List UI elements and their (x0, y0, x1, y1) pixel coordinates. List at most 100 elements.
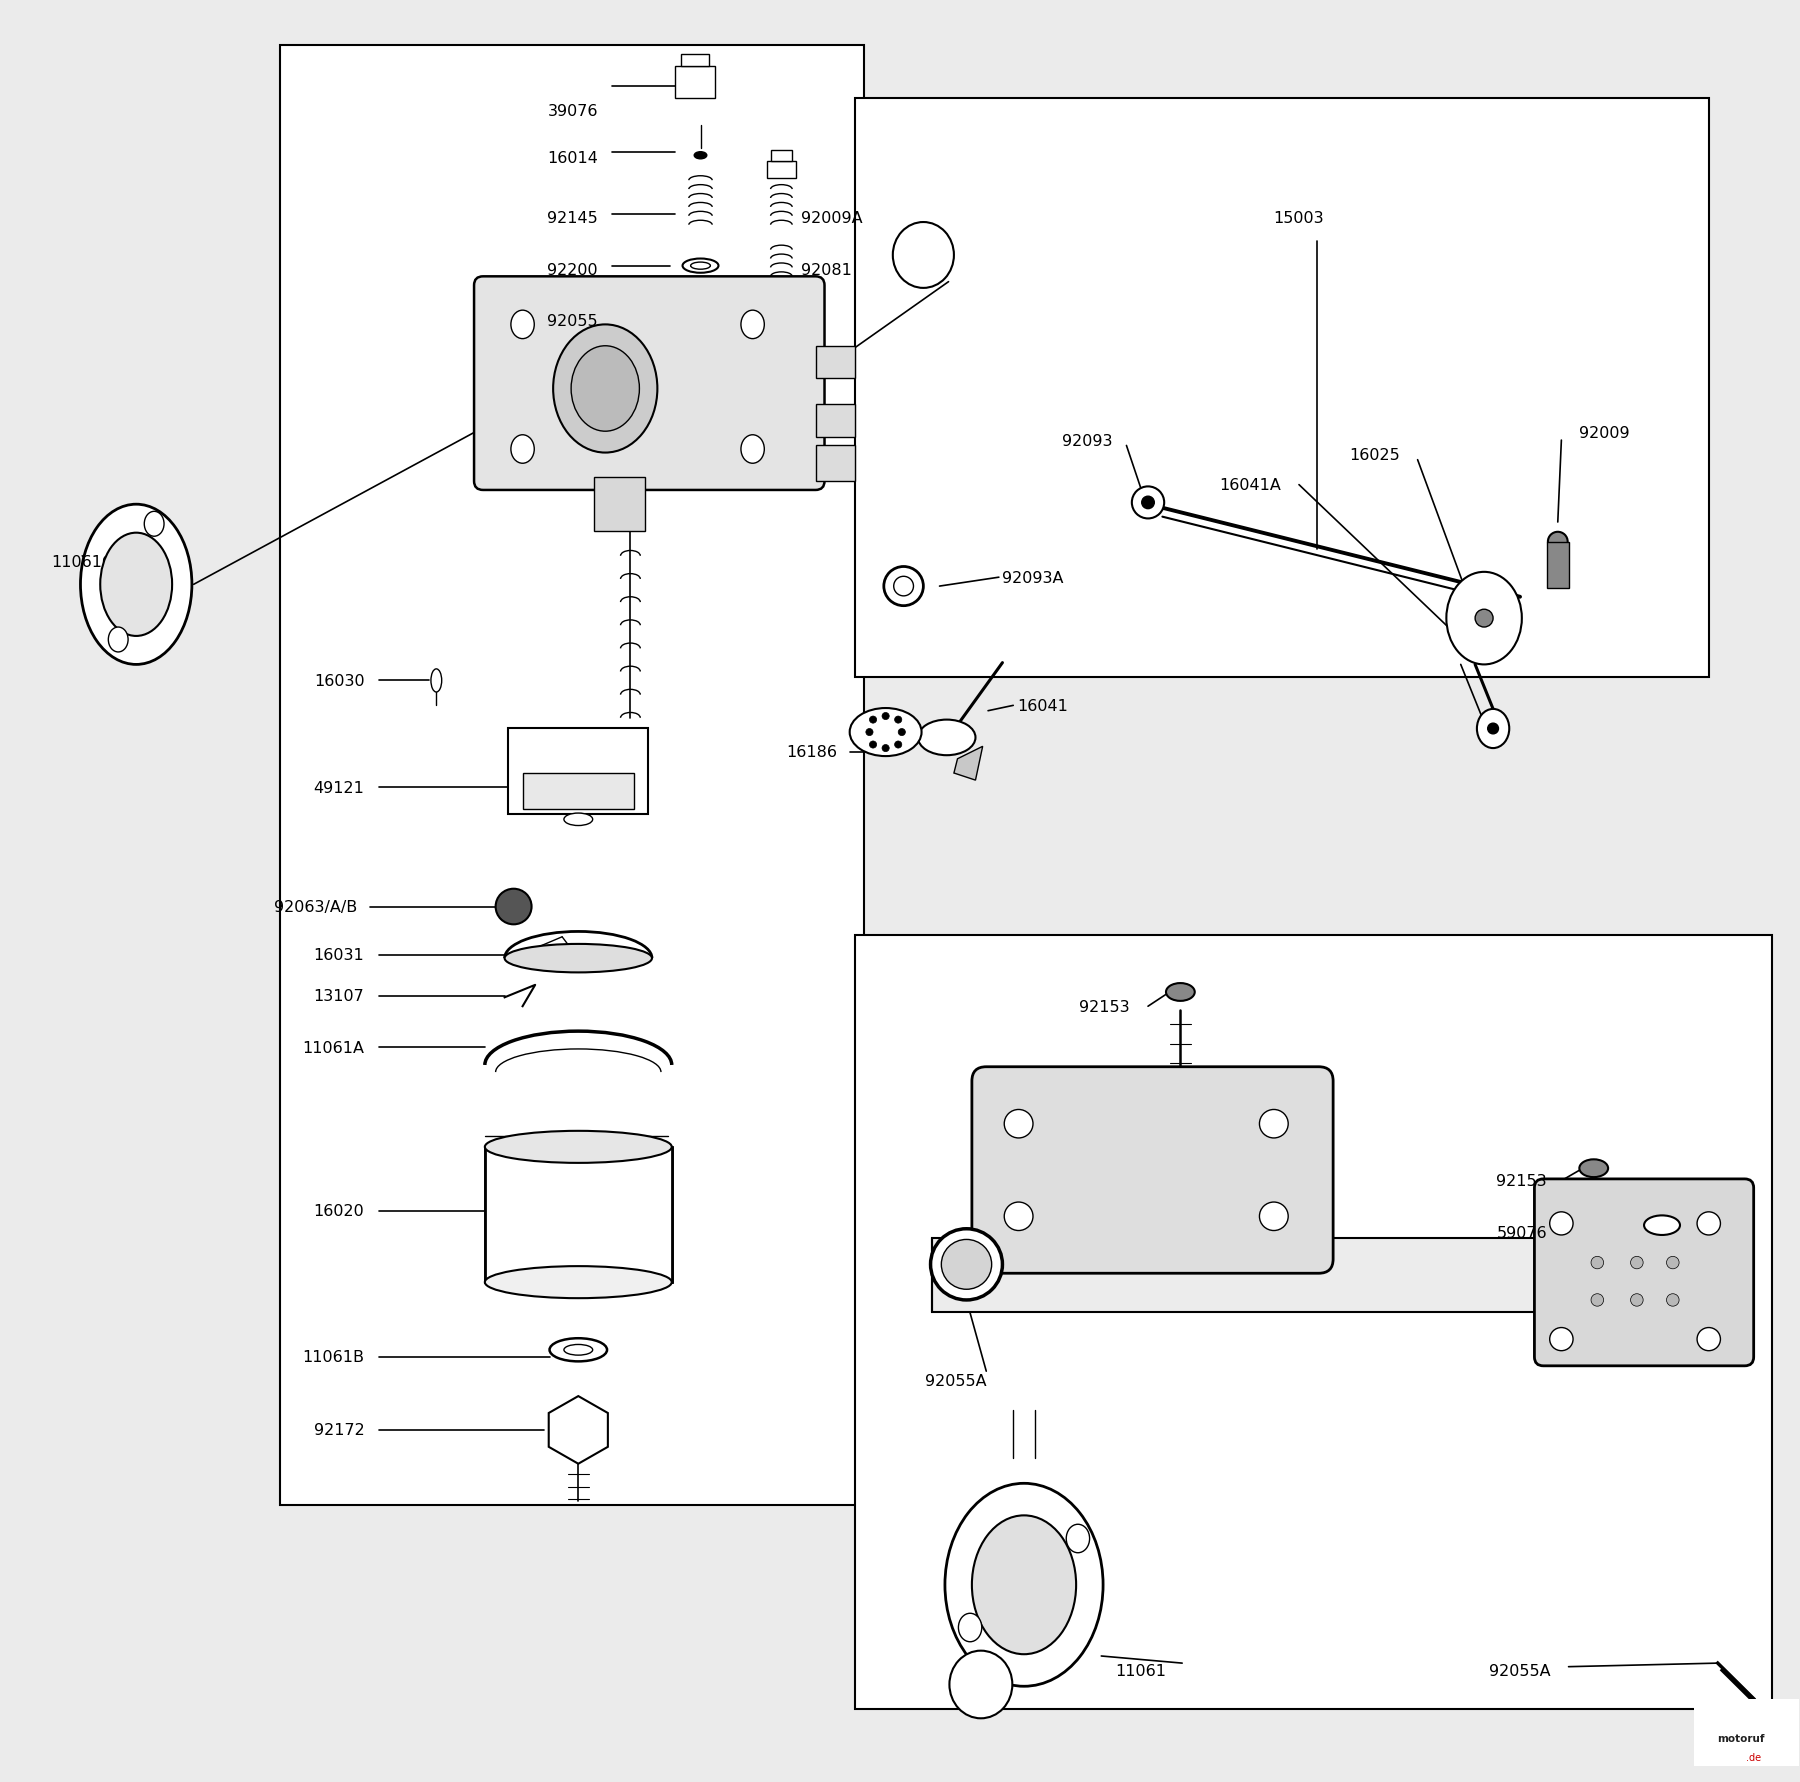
Bar (767, 162, 796, 180)
Text: 13107: 13107 (313, 989, 364, 1003)
Text: A: A (918, 248, 929, 264)
Ellipse shape (1591, 1294, 1604, 1306)
Text: 92081: 92081 (801, 262, 851, 278)
FancyBboxPatch shape (972, 1067, 1334, 1274)
Text: 92093A: 92093A (1003, 570, 1064, 584)
Text: .de: .de (1746, 1752, 1760, 1762)
Ellipse shape (108, 627, 128, 652)
Ellipse shape (972, 1515, 1076, 1654)
Ellipse shape (941, 1240, 992, 1290)
Text: 92009A: 92009A (801, 210, 862, 226)
Ellipse shape (1643, 1215, 1679, 1235)
Ellipse shape (918, 720, 976, 756)
Bar (1546, 542, 1568, 588)
Text: 16041A: 16041A (1219, 478, 1282, 494)
Text: 16014: 16014 (547, 150, 598, 166)
Text: 92145: 92145 (547, 210, 598, 226)
Bar (855, 936, 1771, 1709)
Text: motoruf: motoruf (1717, 1732, 1764, 1743)
Bar (815, 346, 855, 378)
Text: 11061A: 11061A (302, 1041, 364, 1055)
Ellipse shape (1004, 1203, 1033, 1231)
Ellipse shape (549, 1338, 607, 1361)
Ellipse shape (1631, 1294, 1643, 1306)
Ellipse shape (1550, 1212, 1573, 1235)
Ellipse shape (882, 713, 889, 720)
Ellipse shape (1579, 1160, 1607, 1178)
Bar (932, 1238, 1579, 1313)
Text: 16031: 16031 (313, 948, 364, 962)
Text: 39076: 39076 (547, 103, 598, 119)
Ellipse shape (1476, 609, 1492, 627)
Bar (281, 46, 864, 1504)
Ellipse shape (693, 315, 707, 321)
Ellipse shape (1667, 1256, 1679, 1269)
Text: 92055: 92055 (547, 314, 598, 330)
Ellipse shape (1548, 533, 1568, 552)
Text: 16020: 16020 (313, 1205, 364, 1219)
Ellipse shape (504, 944, 652, 973)
Ellipse shape (869, 716, 877, 723)
Ellipse shape (850, 709, 922, 757)
Ellipse shape (869, 741, 877, 748)
Text: 92153: 92153 (1496, 1174, 1546, 1189)
Bar (508, 729, 648, 814)
Text: A: A (976, 1677, 986, 1693)
Ellipse shape (571, 346, 639, 431)
Text: 92009: 92009 (1579, 426, 1631, 442)
Ellipse shape (511, 435, 535, 463)
Polygon shape (954, 747, 983, 781)
Ellipse shape (1132, 486, 1165, 519)
Ellipse shape (949, 1650, 1012, 1718)
Text: 15003: 15003 (1274, 210, 1325, 226)
Bar (484, 1148, 671, 1283)
Ellipse shape (884, 567, 923, 606)
Ellipse shape (144, 511, 164, 536)
Ellipse shape (563, 1345, 592, 1356)
Ellipse shape (484, 1267, 671, 1299)
FancyBboxPatch shape (473, 278, 824, 490)
Ellipse shape (1487, 723, 1498, 734)
Ellipse shape (1697, 1328, 1721, 1351)
Text: 11061B: 11061B (302, 1349, 364, 1365)
Bar (855, 100, 1708, 677)
Text: 92063/A/B: 92063/A/B (274, 900, 356, 914)
Polygon shape (549, 1397, 608, 1463)
Ellipse shape (81, 504, 193, 665)
Ellipse shape (1697, 1212, 1721, 1235)
Bar (594, 478, 644, 531)
Ellipse shape (1667, 1294, 1679, 1306)
Ellipse shape (680, 312, 720, 324)
Text: 92172: 92172 (313, 1422, 364, 1438)
Ellipse shape (893, 223, 954, 289)
Text: 11061C: 11061C (52, 554, 113, 568)
Ellipse shape (691, 264, 711, 271)
Bar (1694, 1698, 1800, 1766)
Ellipse shape (895, 741, 902, 748)
Ellipse shape (742, 312, 765, 339)
Ellipse shape (898, 729, 905, 736)
Text: 16041: 16041 (1017, 699, 1067, 713)
Text: 92153: 92153 (1080, 1000, 1130, 1014)
Ellipse shape (1066, 1524, 1089, 1552)
FancyBboxPatch shape (1534, 1180, 1753, 1367)
Ellipse shape (553, 324, 657, 453)
Ellipse shape (882, 745, 889, 752)
Bar (675, 68, 715, 100)
Ellipse shape (563, 814, 592, 827)
Bar (815, 446, 855, 481)
Text: 92055A: 92055A (925, 1372, 986, 1388)
Ellipse shape (1550, 1328, 1573, 1351)
Ellipse shape (931, 1230, 1003, 1301)
Ellipse shape (1591, 1256, 1604, 1269)
Bar (770, 151, 792, 162)
Bar (680, 55, 709, 68)
Ellipse shape (495, 889, 531, 925)
Ellipse shape (1260, 1110, 1289, 1139)
Ellipse shape (101, 533, 173, 636)
Ellipse shape (866, 729, 873, 736)
Ellipse shape (1004, 1110, 1033, 1139)
Ellipse shape (958, 1613, 981, 1641)
Ellipse shape (1478, 709, 1508, 748)
Bar (522, 773, 634, 809)
